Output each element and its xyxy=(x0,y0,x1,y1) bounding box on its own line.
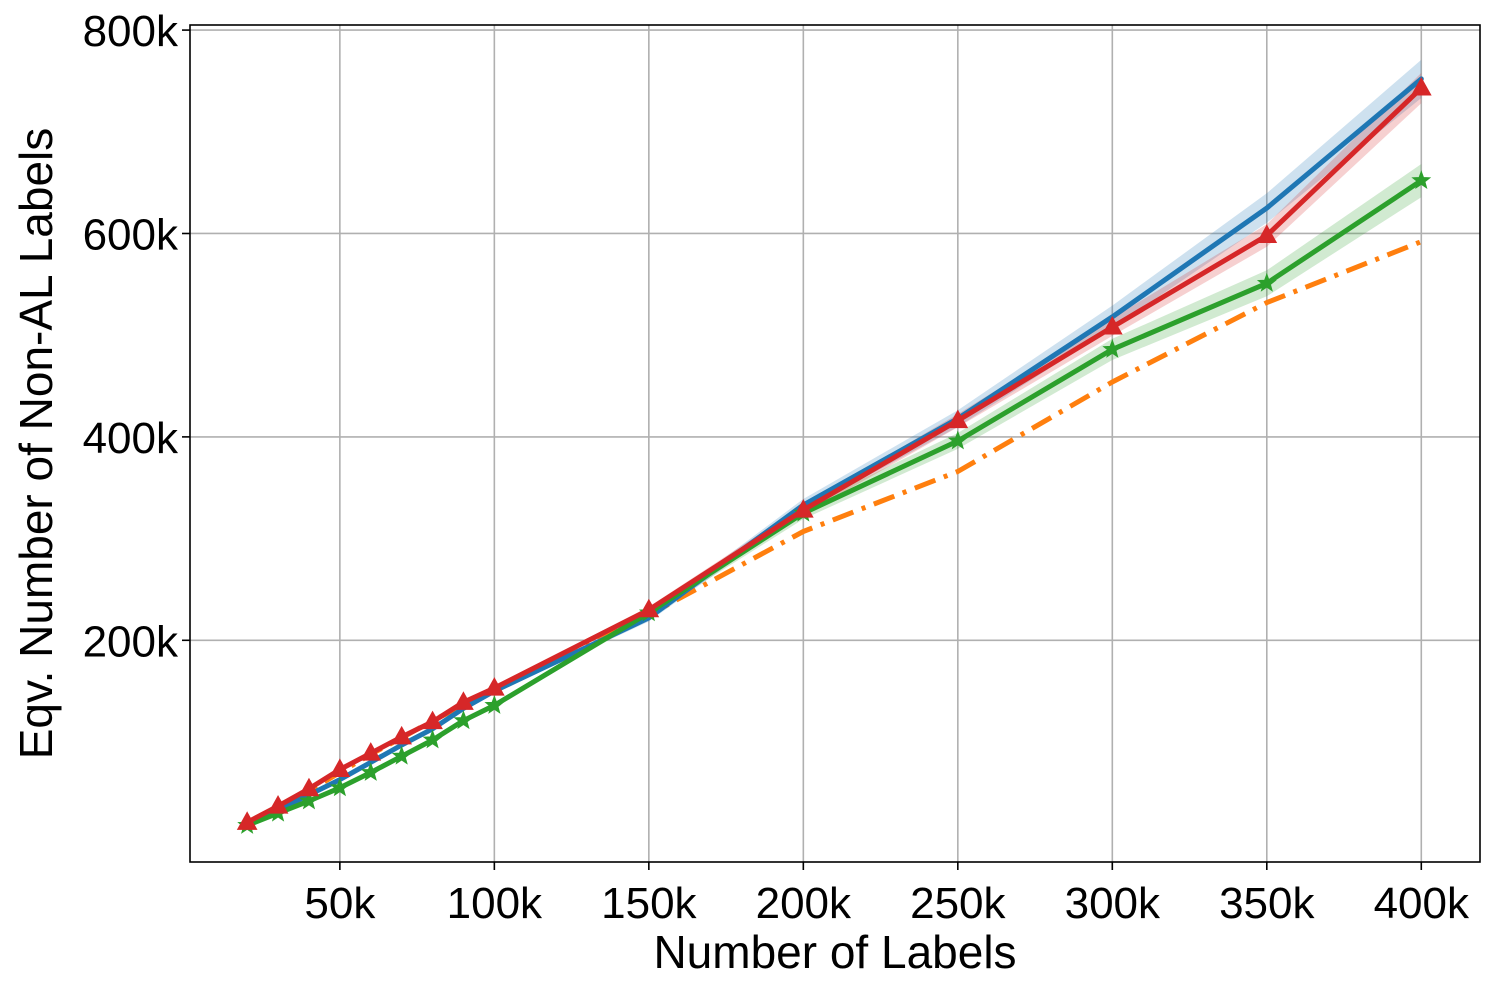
series-3-point xyxy=(453,691,474,710)
series-3-point xyxy=(1256,224,1278,244)
series-3-point xyxy=(236,811,258,830)
grid xyxy=(190,25,1480,862)
series-1-band xyxy=(247,59,1422,824)
series-3-point xyxy=(391,725,413,745)
series-3-point xyxy=(1410,77,1432,96)
plot-frame xyxy=(189,24,1481,863)
series-3-point xyxy=(329,758,351,777)
series-2-point xyxy=(1411,170,1432,190)
series-markers xyxy=(236,77,1432,834)
y-tick-label: 600k xyxy=(83,210,179,259)
series-2-point xyxy=(453,710,474,730)
series-3-band xyxy=(247,72,1422,823)
axis-ticks: 50k 100k 150k 200k 250k 300k 350k 400k 200k 400k 6… xyxy=(83,7,1470,928)
series-2-point xyxy=(299,790,319,810)
series-3-point xyxy=(792,499,814,518)
series-3-point xyxy=(422,710,443,730)
series-3-point xyxy=(298,777,320,797)
series-3-point xyxy=(947,409,969,429)
y-tick-label: 400k xyxy=(83,414,179,463)
x-tick-label: 50k xyxy=(304,879,376,928)
x-tick-label: 200k xyxy=(756,879,852,928)
series-3-line xyxy=(244,85,1424,825)
series-3-point xyxy=(638,598,660,618)
series-2-point xyxy=(484,694,505,714)
series-3-point xyxy=(1101,316,1123,335)
x-tick-label: 300k xyxy=(1065,879,1161,928)
y-tick-label: 200k xyxy=(83,617,179,666)
x-tick-label: 400k xyxy=(1374,879,1470,928)
series-2-point xyxy=(1256,272,1277,292)
y-axis-label: Eqv. Number of Non-AL Labels xyxy=(10,128,62,760)
x-axis-label: Number of Labels xyxy=(653,926,1016,978)
y-tick-label: 800k xyxy=(83,7,179,56)
series-3-point xyxy=(360,742,382,761)
series-lines xyxy=(244,76,1424,828)
x-tick-label: 250k xyxy=(910,879,1006,928)
series-2-point xyxy=(422,729,443,749)
x-tick-label: 150k xyxy=(601,879,697,928)
x-tick-label: 350k xyxy=(1219,879,1315,928)
series-1-line xyxy=(244,76,1424,826)
series-3-point xyxy=(267,795,289,814)
series-2-point xyxy=(947,430,968,450)
series-3-point xyxy=(483,677,505,696)
x-tick-label: 100k xyxy=(447,879,543,928)
series-2-point xyxy=(360,762,381,781)
series-2-point xyxy=(1102,339,1123,358)
series-0-line xyxy=(246,239,1423,826)
confidence-bands xyxy=(247,59,1422,826)
series-2-point xyxy=(329,777,350,797)
series-2-point xyxy=(391,745,412,765)
